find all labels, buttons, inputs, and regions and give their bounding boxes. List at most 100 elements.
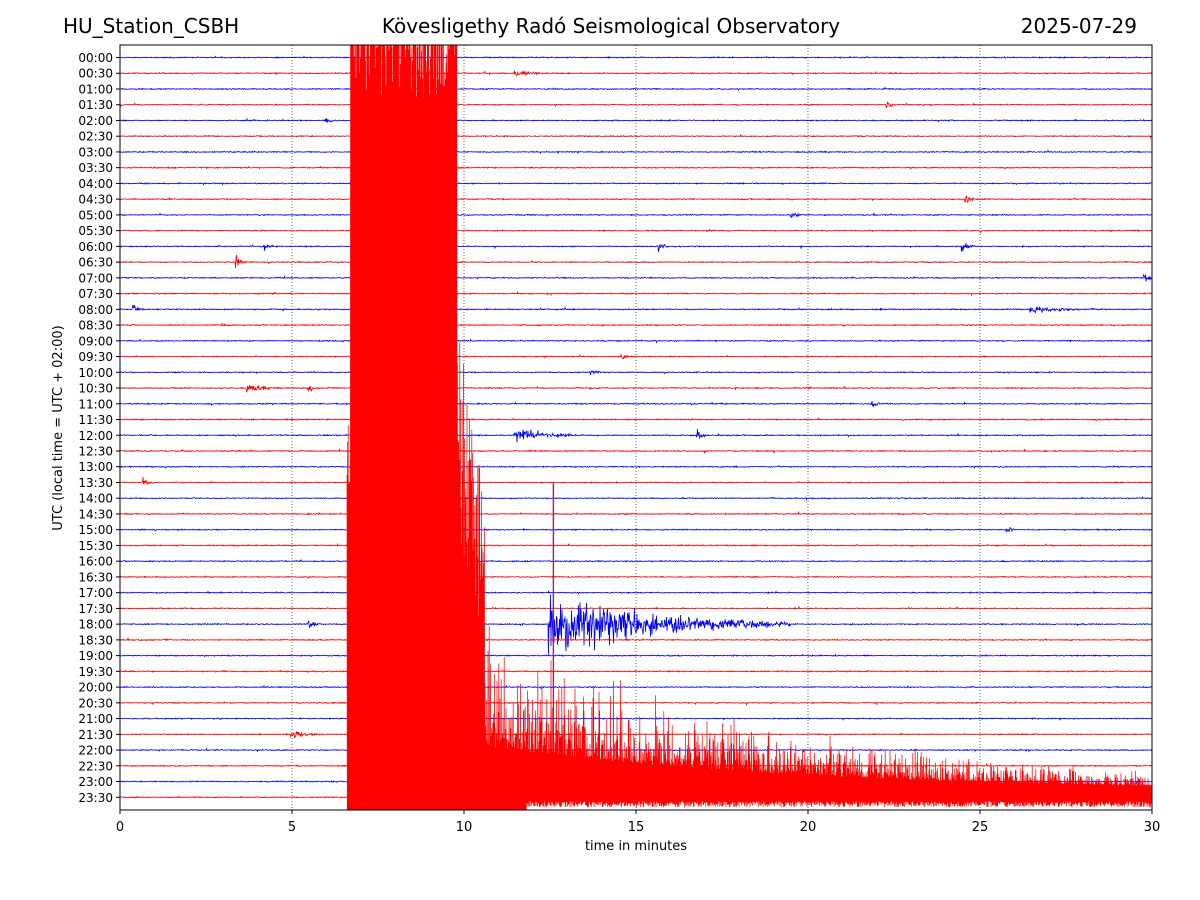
- trace-row-1030: [120, 384, 1152, 393]
- trace-row-1200: [120, 428, 1152, 443]
- x-axis-label: time in minutes: [585, 839, 687, 854]
- trace-row-2000: [120, 684, 1152, 690]
- y-tick-label-0230: 02:30: [78, 130, 113, 144]
- y-tick-label-0100: 01:00: [78, 82, 113, 96]
- trace-row-0530: [120, 228, 1152, 234]
- y-tick-label-1830: 18:30: [78, 633, 113, 647]
- y-tick-label-0900: 09:00: [78, 334, 113, 348]
- trace-row-1500: [120, 527, 1152, 533]
- plot-date: 2025-07-29: [1020, 14, 1137, 38]
- y-tick-label-1500: 15:00: [78, 523, 113, 537]
- y-tick-label-0600: 06:00: [78, 240, 113, 254]
- y-tick-label-1330: 13:30: [78, 476, 113, 490]
- y-tick-label-0830: 08:30: [78, 319, 113, 333]
- trace-row-0200: [120, 117, 1152, 124]
- y-tick-label-2000: 20:00: [78, 681, 113, 695]
- trace-row-0030: [120, 70, 1152, 77]
- y-tick-label-0200: 02:00: [78, 114, 113, 128]
- trace-row-0430: [120, 194, 1152, 203]
- trace-row-1330: [120, 477, 1152, 485]
- y-axis-label: UTC (local time = UTC + 02:00): [51, 325, 66, 530]
- trace-row-0300: [120, 149, 1152, 155]
- trace-row-1730: [120, 605, 1152, 611]
- trace-row-1800: [120, 594, 1152, 655]
- y-tick-label-1800: 18:00: [78, 618, 113, 632]
- x-tick-label-30: 30: [1144, 820, 1161, 835]
- trace-row-0100: [120, 86, 1152, 91]
- x-axis-ticks: 0 5 10 15 20 25 30: [116, 810, 1160, 835]
- y-tick-label-0700: 07:00: [78, 271, 113, 285]
- trace-row-1400: [120, 496, 1152, 502]
- trace-row-0700: [120, 273, 1152, 282]
- y-tick-label-0430: 04:30: [78, 193, 113, 207]
- y-tick-label-1130: 11:30: [78, 413, 113, 427]
- trace-row-0330: [120, 165, 1152, 170]
- trace-row-2100: [120, 716, 1152, 722]
- y-tick-label-0000: 00:00: [78, 51, 113, 65]
- trace-row-2030: [120, 700, 1152, 707]
- trace-row-1430: [120, 510, 1152, 516]
- y-tick-label-1300: 13:00: [78, 460, 113, 474]
- trace-row-0000: [120, 55, 1152, 60]
- trace-row-2130: [120, 731, 1152, 739]
- trace-row-1700: [120, 590, 1152, 595]
- seismic-traces: [120, 45, 1152, 810]
- trace-row-0930: [120, 353, 1152, 360]
- y-tick-label-1030: 10:30: [78, 382, 113, 396]
- y-tick-label-0530: 05:30: [78, 224, 113, 238]
- trace-row-0230: [120, 134, 1152, 140]
- trace-row-0900: [120, 338, 1152, 344]
- y-tick-label-0630: 06:30: [78, 256, 113, 270]
- trace-row-0830: [120, 323, 1152, 328]
- x-tick-label-10: 10: [456, 820, 473, 835]
- large-event-trace: [346, 45, 1152, 810]
- trace-row-1530: [120, 542, 1152, 548]
- y-tick-label-0930: 09:30: [78, 350, 113, 364]
- y-tick-label-1700: 17:00: [78, 586, 113, 600]
- y-tick-label-2230: 22:30: [78, 759, 113, 773]
- trace-row-0730: [120, 291, 1152, 297]
- x-tick-label-5: 5: [288, 820, 296, 835]
- y-tick-label-0300: 03:00: [78, 145, 113, 159]
- y-tick-label-1530: 15:30: [78, 539, 113, 553]
- y-tick-label-0130: 01:30: [78, 98, 113, 112]
- x-tick-label-20: 20: [800, 820, 817, 835]
- trace-row-0130: [120, 101, 1152, 109]
- y-tick-label-2300: 23:00: [78, 775, 113, 789]
- y-tick-label-0030: 00:30: [78, 67, 113, 81]
- x-tick-label-15: 15: [628, 820, 645, 835]
- y-tick-label-1000: 10:00: [78, 366, 113, 380]
- trace-row-1630: [120, 575, 1152, 579]
- station-name: HU_Station_CSBH: [63, 14, 240, 38]
- y-tick-label-0330: 03:30: [78, 161, 113, 175]
- trace-row-1300: [120, 465, 1152, 470]
- y-tick-label-1400: 14:00: [78, 492, 113, 506]
- trace-row-1900: [120, 653, 1152, 659]
- x-tick-label-0: 0: [116, 820, 124, 835]
- trace-row-0600: [120, 243, 1152, 252]
- y-tick-label-2030: 20:30: [78, 696, 113, 710]
- trace-row-0400: [120, 181, 1152, 186]
- y-tick-label-2200: 22:00: [78, 744, 113, 758]
- trace-row-0630: [120, 254, 1152, 269]
- y-tick-label-1900: 19:00: [78, 649, 113, 663]
- trace-row-1000: [120, 369, 1152, 375]
- y-tick-label-1630: 16:30: [78, 570, 113, 584]
- y-tick-label-1430: 14:30: [78, 507, 113, 521]
- y-tick-label-0400: 04:00: [78, 177, 113, 191]
- trace-row-1230: [120, 448, 1152, 455]
- trace-row-1930: [120, 669, 1152, 674]
- y-tick-label-2330: 23:30: [78, 791, 113, 805]
- y-tick-label-0730: 07:30: [78, 287, 113, 301]
- trace-row-1600: [120, 558, 1152, 563]
- trace-row-1130: [120, 417, 1152, 422]
- y-tick-label-1930: 19:30: [78, 665, 113, 679]
- y-tick-label-2130: 21:30: [78, 728, 113, 742]
- y-tick-label-0800: 08:00: [78, 303, 113, 317]
- trace-row-0800: [120, 304, 1152, 314]
- trace-row-1100: [120, 401, 1152, 408]
- observatory-title: Kövesligethy Radó Seismological Observat…: [381, 14, 841, 38]
- y-tick-label-1100: 11:00: [78, 397, 113, 411]
